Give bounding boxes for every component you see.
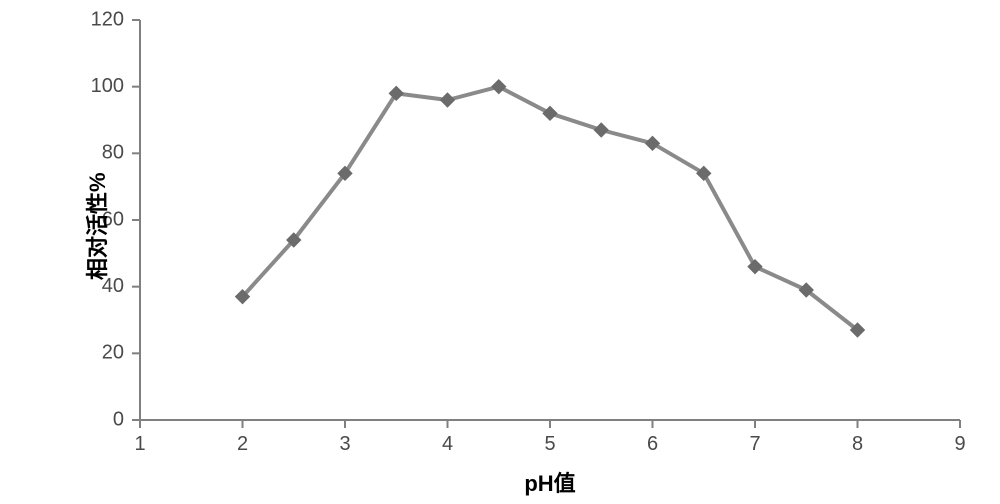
x-tick-label: 4 [442, 433, 453, 455]
y-tick-label: 20 [102, 342, 124, 364]
y-tick-label: 80 [102, 142, 124, 164]
x-tick-label: 5 [544, 433, 555, 455]
x-tick-label: 6 [647, 433, 658, 455]
x-tick-label: 8 [852, 433, 863, 455]
x-tick-label: 3 [339, 433, 350, 455]
y-tick-label: 120 [91, 8, 124, 30]
x-tick-label: 9 [954, 433, 965, 455]
y-axis-label: 相对活性% [80, 172, 112, 280]
x-tick-label: 2 [237, 433, 248, 455]
chart-svg: 020406080100120123456789 [0, 0, 1000, 504]
x-tick-label: 1 [134, 433, 145, 455]
chart-container: 020406080100120123456789 相对活性% pH值 [0, 0, 1000, 504]
x-tick-label: 7 [749, 433, 760, 455]
x-axis-label: pH值 [510, 466, 590, 498]
chart-background [0, 0, 1000, 504]
y-tick-label: 100 [91, 75, 124, 97]
y-tick-label: 0 [113, 408, 124, 430]
